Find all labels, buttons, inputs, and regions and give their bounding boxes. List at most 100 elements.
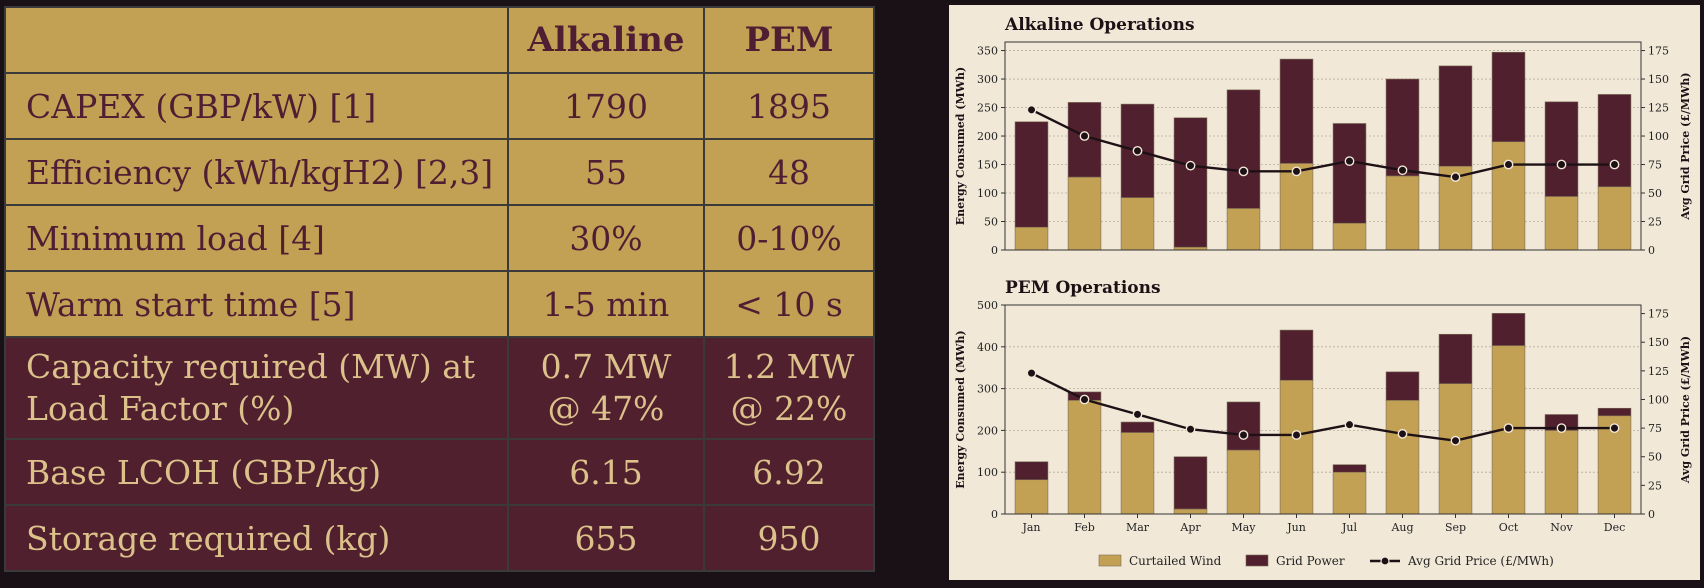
bar-grid-power <box>1385 371 1420 401</box>
price-marker <box>1079 394 1090 405</box>
capacity-label-line1: Capacity required (MW) at <box>26 347 476 386</box>
bar-curtailed-wind <box>1067 400 1102 515</box>
y2-tick-label: 75 <box>1648 422 1662 435</box>
y2-tick-label: 25 <box>1648 479 1662 492</box>
capex-alkaline: 1790 <box>507 72 705 140</box>
y2-tick-label: 175 <box>1648 45 1669 58</box>
chart-pem: 0 100 200 300 400 500 0 25 50 75 100 125 150 175 Jan Fe… <box>954 278 1692 534</box>
x-tick-label: Aug <box>1390 521 1413 534</box>
bar-grid-power <box>1438 65 1473 167</box>
row-label-storage: Storage required (kg) <box>4 504 509 572</box>
x-tick-label: Mar <box>1126 521 1150 534</box>
table-row: Warm start time [5] 1-5 min < 10 s <box>4 270 875 338</box>
chart-panel: 0 50 100 150 200 250 300 350 0 25 50 75 100 125 150 175… <box>949 5 1700 580</box>
bar-curtailed-wind <box>1438 383 1473 515</box>
y-tick-label: 300 <box>977 73 998 86</box>
y2-tick-label: 175 <box>1648 308 1669 321</box>
price-marker <box>1609 423 1620 434</box>
x-tick-label: May <box>1231 521 1256 534</box>
price-marker <box>1609 159 1620 170</box>
y2-tick-label: 100 <box>1648 130 1669 143</box>
minimum-load-alkaline: 30% <box>507 204 705 272</box>
legend-swatch-grid-power <box>1245 554 1269 567</box>
row-label-warm-start: Warm start time [5] <box>4 270 509 338</box>
header-alkaline: Alkaline <box>507 6 705 74</box>
price-marker <box>1132 409 1143 420</box>
y2-tick-label: 50 <box>1648 451 1662 464</box>
legend-label-curtailed-wind: Curtailed Wind <box>1129 554 1222 568</box>
x-tick-label: Jul <box>1341 521 1357 534</box>
bar-curtailed-wind <box>1279 163 1314 251</box>
bar-curtailed-wind <box>1332 471 1367 515</box>
x-tick-label: Jun <box>1286 521 1306 534</box>
comparison-table: Alkaline PEM CAPEX (GBP/kW) [1] 1790 189… <box>4 6 875 572</box>
legend-label-grid-power: Grid Power <box>1276 554 1345 568</box>
bar-curtailed-wind <box>1226 208 1261 251</box>
y-tick-label: 200 <box>977 130 998 143</box>
y2-tick-label: 125 <box>1648 365 1669 378</box>
bar-grid-power <box>1491 313 1526 346</box>
bar-grid-power <box>1597 94 1632 188</box>
price-marker <box>1026 368 1037 379</box>
capacity-pem-line2: @ 22% <box>730 389 848 428</box>
bar-grid-power <box>1385 78 1420 177</box>
warm-start-pem: < 10 s <box>703 270 875 338</box>
y2-tick-label: 0 <box>1648 244 1655 257</box>
charts-svg: 0501001502002503003500255075100125150175… <box>954 15 1692 568</box>
bar-curtailed-wind <box>1491 141 1526 251</box>
price-marker <box>1026 104 1037 115</box>
bar-grid-power <box>1597 407 1632 417</box>
price-line <box>1030 108 1615 179</box>
bar-curtailed-wind <box>1173 508 1208 515</box>
y-tick-label: 400 <box>977 341 998 354</box>
y2-tick-label: 100 <box>1648 393 1669 406</box>
y-tick-label: 50 <box>984 216 998 229</box>
chart-title: PEM Operations <box>1005 278 1161 298</box>
lcoh-pem: 6.92 <box>703 438 875 506</box>
capacity-pem: 1.2 MW @ 22% <box>703 336 875 440</box>
table-row: Base LCOH (GBP/kg) 6.15 6.92 <box>4 438 875 506</box>
row-label-capacity: Capacity required (MW) at Load Factor (%) <box>4 336 509 440</box>
bar-curtailed-wind <box>1226 449 1261 515</box>
y-tick-label: 100 <box>977 466 998 479</box>
price-marker <box>1344 419 1355 430</box>
x-tick-label: Nov <box>1550 521 1573 534</box>
y-tick-label: 250 <box>977 102 998 115</box>
bar-curtailed-wind <box>1332 222 1367 251</box>
x-tick-label: Feb <box>1074 521 1095 534</box>
x-tick-label: Oct <box>1499 521 1519 534</box>
plot-frame <box>1004 304 1642 515</box>
price-line <box>1030 372 1615 442</box>
y-tick-label: 0 <box>991 508 998 521</box>
y2-tick-label: 150 <box>1648 336 1669 349</box>
price-marker <box>1556 423 1567 434</box>
minimum-load-pem: 0-10% <box>703 204 875 272</box>
bar-grid-power <box>1544 101 1579 197</box>
price-marker <box>1132 145 1143 156</box>
x-tick-label: Apr <box>1179 521 1201 534</box>
bar-grid-power <box>1226 401 1261 451</box>
bar-curtailed-wind <box>1544 196 1579 251</box>
plot-frame <box>1004 41 1642 251</box>
header-empty-cell <box>4 6 509 74</box>
bar-grid-power <box>1438 333 1473 384</box>
bar-curtailed-wind <box>1544 430 1579 515</box>
legend-swatch-curtailed-wind <box>1098 554 1122 567</box>
price-marker <box>1503 423 1514 434</box>
capacity-alkaline-line2: @ 47% <box>547 389 665 428</box>
y2-tick-label: 150 <box>1648 73 1669 86</box>
price-marker <box>1238 430 1249 440</box>
bar-curtailed-wind <box>1120 432 1155 515</box>
price-marker <box>1503 159 1514 170</box>
y-tick-label: 300 <box>977 383 998 396</box>
bar-grid-power <box>1332 123 1367 224</box>
x-tick-label: Sep <box>1445 521 1466 534</box>
table-row: Storage required (kg) 655 950 <box>4 504 875 572</box>
bar-grid-power <box>1332 464 1367 473</box>
table-row: Capacity required (MW) at Load Factor (%)… <box>4 336 875 440</box>
chart-title: Alkaline Operations <box>1004 15 1195 35</box>
capacity-label-line2: Load Factor (%) <box>26 389 295 428</box>
bar-grid-power <box>1173 456 1208 510</box>
bar-curtailed-wind <box>1014 479 1049 515</box>
y-tick-label: 0 <box>991 244 998 257</box>
